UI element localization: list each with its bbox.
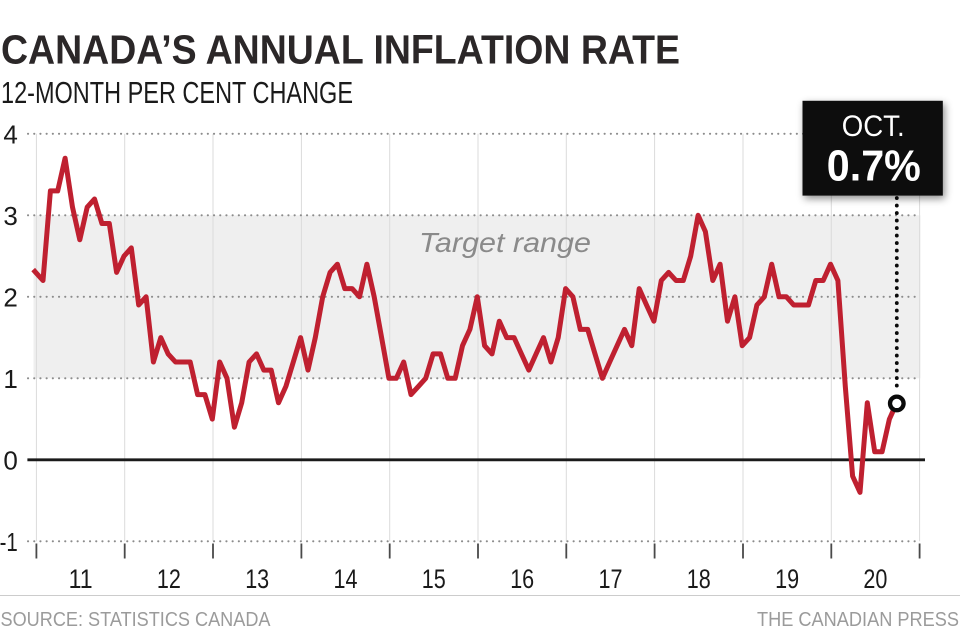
svg-text:0.7%: 0.7%: [827, 142, 921, 191]
svg-text:14: 14: [334, 564, 358, 594]
svg-text:13: 13: [245, 564, 269, 594]
svg-text:12: 12: [157, 564, 181, 594]
svg-text:18: 18: [687, 564, 711, 594]
svg-text:-1: -1: [0, 527, 18, 557]
svg-text:11: 11: [69, 564, 93, 594]
svg-text:4: 4: [3, 119, 17, 149]
svg-text:16: 16: [510, 564, 534, 594]
svg-text:0: 0: [3, 445, 17, 475]
svg-text:Target range: Target range: [419, 227, 591, 258]
svg-text:2: 2: [3, 282, 17, 312]
svg-text:20: 20: [863, 564, 887, 594]
svg-text:12-MONTH PER CENT CHANGE: 12-MONTH PER CENT CHANGE: [1, 76, 353, 110]
svg-text:THE CANADIAN PRESS: THE CANADIAN PRESS: [757, 608, 959, 631]
svg-text:1: 1: [3, 364, 17, 394]
svg-text:15: 15: [422, 564, 446, 594]
svg-text:19: 19: [775, 564, 799, 594]
svg-text:3: 3: [3, 201, 17, 231]
svg-text:SOURCE: STATISTICS CANADA: SOURCE: STATISTICS CANADA: [1, 608, 271, 631]
svg-text:CANADA’S ANNUAL INFLATION RATE: CANADA’S ANNUAL INFLATION RATE: [1, 27, 680, 73]
svg-text:OCT.: OCT.: [842, 110, 905, 143]
svg-text:17: 17: [599, 564, 623, 594]
